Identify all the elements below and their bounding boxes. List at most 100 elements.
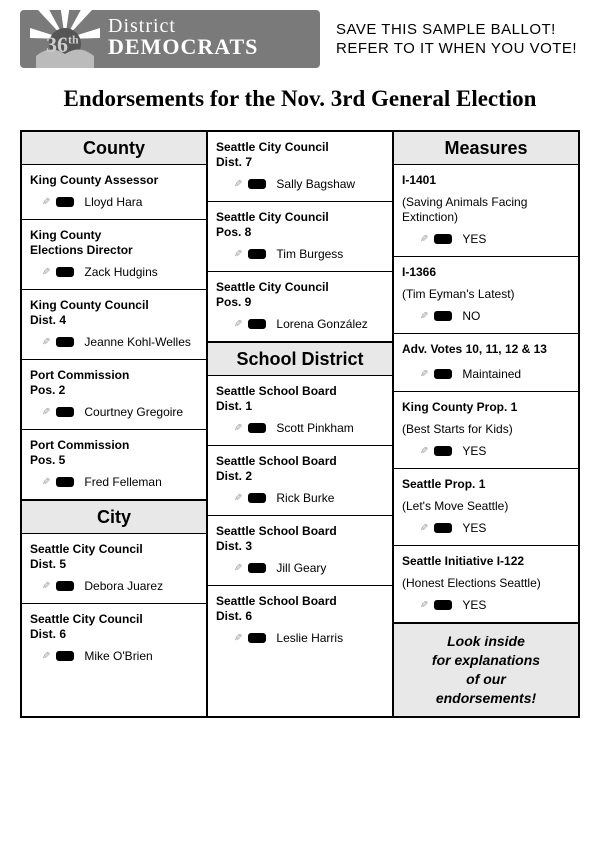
vote-line: ✎ Rick Burke [216, 491, 384, 505]
race-title: King County CouncilDist. 4 [30, 298, 198, 328]
vote-line: ✎ Zack Hudgins [30, 265, 198, 279]
filled-oval-icon [248, 249, 266, 259]
pencil-icon: ✎ [234, 633, 242, 644]
vote-line: ✎ YES [402, 521, 570, 535]
candidate-name: Courtney Gregoire [80, 405, 183, 419]
vote-value: YES [458, 521, 486, 535]
race-title: Seattle School BoardDist. 6 [216, 594, 384, 624]
race-cell: Seattle City CouncilPos. 8 ✎ Tim Burgess [208, 202, 392, 272]
race-title: Seattle City CouncilPos. 9 [216, 280, 384, 310]
race-title: Seattle School BoardDist. 2 [216, 454, 384, 484]
vote-line: ✎ Jill Geary [216, 561, 384, 575]
filled-oval-icon [56, 407, 74, 417]
vote-line: ✎ Fred Felleman [30, 475, 198, 489]
race-cell: Seattle School BoardDist. 1 ✎ Scott Pink… [208, 376, 392, 446]
filled-oval-icon [434, 600, 452, 610]
logo-district-number: 36th [46, 32, 79, 58]
race-title: Seattle City CouncilDist. 5 [30, 542, 198, 572]
race-cell: King CountyElections Director ✎ Zack Hud… [22, 220, 206, 290]
vote-line: ✎ Maintained [402, 367, 570, 381]
race-cell: Seattle School BoardDist. 6 ✎ Leslie Har… [208, 586, 392, 655]
candidate-name: Jill Geary [272, 561, 326, 575]
measure-title: Seattle Initiative I-122 [402, 554, 570, 569]
section-header-city: City [22, 500, 206, 534]
pencil-icon: ✎ [234, 249, 242, 260]
pencil-icon: ✎ [420, 446, 428, 457]
vote-value: NO [458, 309, 480, 323]
candidate-name: Jeanne Kohl-Welles [80, 335, 191, 349]
header-note-line1: SAVE THIS SAMPLE BALLOT! [336, 20, 577, 40]
filled-oval-icon [56, 267, 74, 277]
candidate-name: Zack Hudgins [80, 265, 157, 279]
filled-oval-icon [434, 234, 452, 244]
candidate-name: Scott Pinkham [272, 421, 353, 435]
race-title: King County Assessor [30, 173, 198, 188]
filled-oval-icon [56, 477, 74, 487]
pencil-icon: ✎ [420, 369, 428, 380]
pencil-icon: ✎ [420, 311, 428, 322]
measure-cell: I-1401 (Saving Animals Facing Extinction… [394, 165, 578, 257]
race-title: Seattle School BoardDist. 3 [216, 524, 384, 554]
measure-title: I-1401 [402, 173, 570, 188]
vote-line: ✎ Lorena González [216, 317, 384, 331]
candidate-name: Lloyd Hara [80, 195, 142, 209]
candidate-name: Mike O'Brien [80, 649, 152, 663]
logo-text: District DEMOCRATS [108, 16, 258, 58]
race-cell: King County Assessor ✎ Lloyd Hara [22, 165, 206, 220]
vote-line: ✎ Scott Pinkham [216, 421, 384, 435]
vote-line: ✎ Leslie Harris [216, 631, 384, 645]
race-cell: Seattle School BoardDist. 3 ✎ Jill Geary [208, 516, 392, 586]
measure-sub: (Saving Animals Facing Extinction) [402, 195, 570, 225]
race-title: Seattle School BoardDist. 1 [216, 384, 384, 414]
filled-oval-icon [248, 179, 266, 189]
filled-oval-icon [434, 523, 452, 533]
section-header-county: County [22, 132, 206, 165]
race-cell: Port CommissionPos. 5 ✎ Fred Felleman [22, 430, 206, 500]
race-cell: Seattle School BoardDist. 2 ✎ Rick Burke [208, 446, 392, 516]
race-cell: Seattle City CouncilDist. 6 ✎ Mike O'Bri… [22, 604, 206, 673]
vote-line: ✎ Tim Burgess [216, 247, 384, 261]
section-header-school: School District [208, 342, 392, 376]
race-title: Seattle City CouncilPos. 8 [216, 210, 384, 240]
race-title: Seattle City CouncilDist. 6 [30, 612, 198, 642]
measure-cell: Adv. Votes 10, 11, 12 & 13 ✎ Maintained [394, 334, 578, 392]
measure-sub: (Best Starts for Kids) [402, 422, 570, 437]
measure-title: Seattle Prop. 1 [402, 477, 570, 492]
logo: 36th District DEMOCRATS [20, 10, 320, 68]
vote-line: ✎ YES [402, 232, 570, 246]
vote-line: ✎ YES [402, 444, 570, 458]
pencil-icon: ✎ [42, 651, 50, 662]
vote-value: YES [458, 444, 486, 458]
filled-oval-icon [56, 581, 74, 591]
pencil-icon: ✎ [42, 337, 50, 348]
pencil-icon: ✎ [42, 581, 50, 592]
filled-oval-icon [248, 493, 266, 503]
race-cell: King County CouncilDist. 4 ✎ Jeanne Kohl… [22, 290, 206, 360]
measure-cell: I-1366 (Tim Eyman's Latest) ✎ NO [394, 257, 578, 334]
candidate-name: Debora Juarez [80, 579, 163, 593]
race-title: Port CommissionPos. 5 [30, 438, 198, 468]
measure-title: King County Prop. 1 [402, 400, 570, 415]
pencil-icon: ✎ [234, 423, 242, 434]
pencil-icon: ✎ [420, 234, 428, 245]
page-title: Endorsements for the Nov. 3rd General El… [20, 86, 580, 112]
filled-oval-icon [248, 319, 266, 329]
race-cell: Seattle City CouncilPos. 9 ✎ Lorena Gonz… [208, 272, 392, 342]
vote-value: YES [458, 598, 486, 612]
measure-title: I-1366 [402, 265, 570, 280]
look-inside-note: Look insidefor explanationsof ourendorse… [394, 623, 578, 716]
pencil-icon: ✎ [234, 563, 242, 574]
race-title: King CountyElections Director [30, 228, 198, 258]
pencil-icon: ✎ [42, 407, 50, 418]
vote-line: ✎ YES [402, 598, 570, 612]
header-row: 36th District DEMOCRATS SAVE THIS SAMPLE… [20, 10, 580, 68]
race-cell: Seattle City CouncilDist. 7 ✎ Sally Bags… [208, 132, 392, 202]
candidate-name: Lorena González [272, 317, 367, 331]
section-header-measures: Measures [394, 132, 578, 165]
pencil-icon: ✎ [42, 267, 50, 278]
filled-oval-icon [434, 369, 452, 379]
candidate-name: Leslie Harris [272, 631, 343, 645]
vote-value: YES [458, 232, 486, 246]
header-note: SAVE THIS SAMPLE BALLOT! REFER TO IT WHE… [336, 20, 577, 59]
filled-oval-icon [56, 651, 74, 661]
